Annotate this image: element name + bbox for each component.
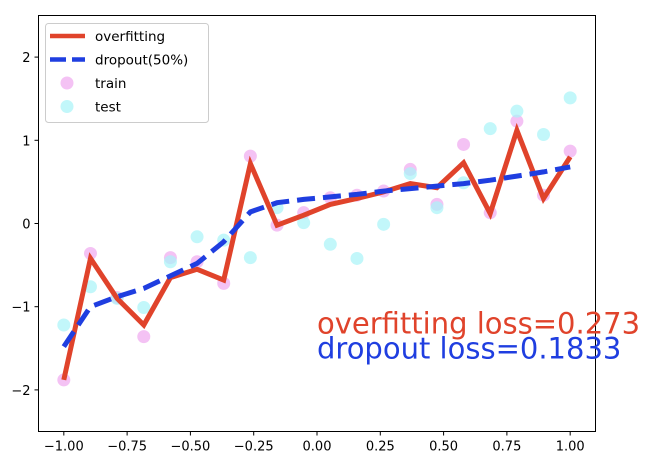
overfitting-loss-annotation: overfitting loss=0.273 xyxy=(317,306,640,340)
legend-marker-swatch xyxy=(60,76,74,90)
legend-marker-swatch xyxy=(60,100,74,113)
y-tick-label: 2 xyxy=(22,51,30,66)
y-axis: −2 −1 0 1 2 xyxy=(11,51,39,399)
train-point xyxy=(457,137,471,151)
series-layer xyxy=(57,91,577,387)
legend-entry-test: test xyxy=(60,100,121,116)
test-point xyxy=(350,251,364,265)
legend-label: overfitting xyxy=(95,29,165,45)
legend-box xyxy=(45,23,209,123)
dropout-loss-annotation: dropout loss=0.1833 xyxy=(317,331,621,365)
test-point xyxy=(537,127,551,141)
x-tick-label: 0.00 xyxy=(303,440,332,455)
series-line-dropout-50- xyxy=(61,164,571,348)
test-point xyxy=(297,216,311,230)
legend-label: train xyxy=(95,76,126,92)
legend-entry-overfitting: overfitting xyxy=(50,29,165,45)
series-line-overfitting xyxy=(61,122,573,381)
test-point xyxy=(563,91,577,105)
legend-entry-dropout-50: dropout(50%) xyxy=(50,53,188,69)
x-tick-label: 1.00 xyxy=(556,440,585,455)
x-tick-label: 0.75 xyxy=(492,440,521,455)
x-tick-label: 0.25 xyxy=(366,440,395,455)
y-tick-label: −1 xyxy=(11,301,30,316)
y-tick-label: −2 xyxy=(11,384,30,399)
x-tick-label: 0.50 xyxy=(429,440,458,455)
test-point xyxy=(403,167,417,181)
legend-label: test xyxy=(95,100,121,116)
legend-label: dropout(50%) xyxy=(95,53,188,69)
test-point xyxy=(483,122,497,136)
x-axis: −1.00 −0.75 −0.50 −0.25 0.00 0.25 0.50 0.75 1.00 xyxy=(44,431,585,455)
test-point xyxy=(57,318,71,332)
train-point xyxy=(83,246,97,260)
x-tick-label: −1.00 xyxy=(44,440,84,455)
test-point xyxy=(323,237,337,251)
train-point xyxy=(243,149,257,163)
x-tick-label: −0.75 xyxy=(107,440,147,455)
test-point xyxy=(243,251,257,265)
test-point xyxy=(430,201,444,215)
train-point xyxy=(510,114,524,128)
test-point xyxy=(190,230,204,244)
train-point xyxy=(137,330,151,344)
series-test xyxy=(57,91,577,332)
test-point xyxy=(510,104,524,118)
test-point xyxy=(163,255,177,269)
x-tick-label: −0.50 xyxy=(170,440,210,455)
y-tick-label: 0 xyxy=(22,218,30,233)
train-point xyxy=(563,144,577,158)
test-point xyxy=(137,301,151,315)
x-tick-label: −0.25 xyxy=(234,440,274,455)
legend-entry-train: train xyxy=(60,76,126,92)
legend: overfitting dropout(50%) train test xyxy=(45,23,209,123)
test-point xyxy=(377,217,391,231)
y-tick-label: 1 xyxy=(22,134,30,149)
